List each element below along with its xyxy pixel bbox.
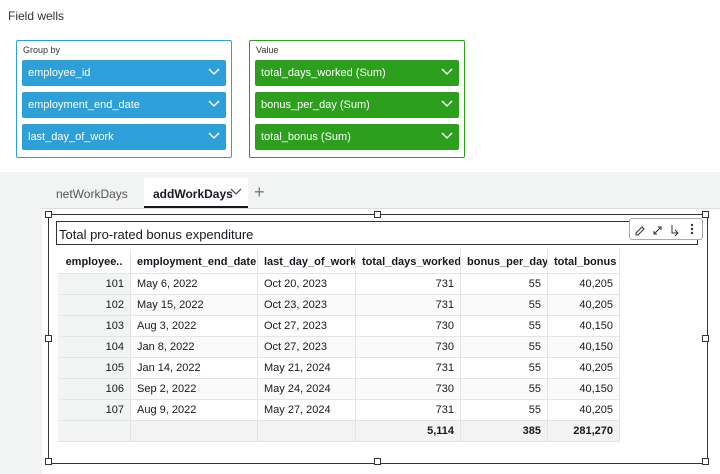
column-header: employment_end_date [131,250,258,274]
chevron [441,132,453,140]
table-cell: 102 [58,295,131,316]
column-header: total_days_worked [356,250,461,274]
visual-title: Total pro-rated bonus expenditure [59,227,254,242]
table-cell: 55 [461,400,548,421]
tab-label: addWorkDays [153,187,233,201]
field-name: total_bonus (Sum) [261,131,351,143]
table-cell: 55 [461,358,548,379]
table-cell: 730 [356,379,461,400]
column-header: employee.. [58,250,131,274]
field-pill[interactable]: employment_end_date [22,92,226,118]
resize-handle[interactable] [702,335,709,342]
table-cell: 40,150 [548,337,620,358]
table-cell: 101 [58,274,131,295]
table-cell: Aug 3, 2022 [131,316,258,337]
table-cell: Sep 2, 2022 [131,379,258,400]
field-name: bonus_per_day (Sum) [261,99,370,111]
chevron [230,188,242,195]
field-name: total_days_worked (Sum) [261,67,386,79]
table-cell: 730 [356,316,461,337]
table-cell: 105 [58,358,131,379]
table-cell: 40,205 [548,358,620,379]
menu-icons [635,223,694,237]
resize-handle[interactable] [45,211,52,218]
table-cell: Oct 27, 2023 [258,316,356,337]
table-cell: 103 [58,316,131,337]
resize-handle[interactable] [45,335,52,342]
table-cell: Aug 9, 2022 [131,400,258,421]
table-cell: 731 [356,295,461,316]
table-cell: 55 [461,316,548,337]
chevron [208,132,220,140]
table-cell: 730 [356,337,461,358]
field-pill[interactable]: bonus_per_day (Sum) [255,92,459,118]
chevron [208,68,220,76]
resize-handle[interactable] [702,458,709,465]
table-cell: 104 [58,337,131,358]
table-cell: 55 [461,337,548,358]
chevron [441,100,453,108]
tab[interactable]: netWorkDays [56,187,128,201]
table-cell: Jan 14, 2022 [131,358,258,379]
field-pill[interactable]: total_bonus (Sum) [255,124,459,150]
total-cell: 281,270 [548,421,620,442]
total-cell-empty [131,421,258,442]
table-cell: 731 [356,400,461,421]
table-cell: May 6, 2022 [131,274,258,295]
table-cell: 106 [58,379,131,400]
total-cell-empty [58,421,131,442]
table-cell: May 21, 2024 [258,358,356,379]
table-cell: 40,150 [548,316,620,337]
resize-handle[interactable] [374,458,381,465]
chevron [208,100,220,108]
table-cell: Oct 27, 2023 [258,337,356,358]
table-cell: May 15, 2022 [131,295,258,316]
table-cell: 731 [356,358,461,379]
resize-handle[interactable] [374,211,381,218]
field-pill[interactable]: last_day_of_work [22,124,226,150]
table-cell: Jan 8, 2022 [131,337,258,358]
table-cell: Oct 23, 2023 [258,295,356,316]
table-cell: 107 [58,400,131,421]
table-cell: 40,205 [548,274,620,295]
visual-menu[interactable] [629,218,703,240]
table-cell: Oct 20, 2023 [258,274,356,295]
table-cell: 40,150 [548,379,620,400]
field-name: employment_end_date [28,99,140,111]
table-cell: May 24, 2024 [258,379,356,400]
table-cell: May 27, 2024 [258,400,356,421]
resize-handle[interactable] [45,458,52,465]
table-cell: 40,205 [548,400,620,421]
well-label: Group by [23,45,61,55]
resize-handle[interactable] [702,211,709,218]
table-cell: 55 [461,295,548,316]
column-header: total_bonus [548,250,620,274]
table-cell: 40,205 [548,295,620,316]
field-pill[interactable]: employee_id [22,60,226,86]
total-cell-empty [258,421,356,442]
table-cell: 731 [356,274,461,295]
table-cell: 55 [461,274,548,295]
field-name: last_day_of_work [28,131,114,143]
section-title: Field wells [8,9,65,23]
tab-active[interactable]: addWorkDays [144,178,248,208]
total-cell: 5,114 [356,421,461,442]
well-label: Value [256,45,279,55]
visual-title-box: Total pro-rated bonus expenditure [56,221,698,245]
column-header: last_day_of_work [258,250,356,274]
field-name: employee_id [28,67,91,79]
field-pill[interactable]: total_days_worked (Sum) [255,60,459,86]
chevron [441,68,453,76]
add-tab[interactable]: + [254,182,265,202]
column-header: bonus_per_day [461,250,548,274]
table-cell: 55 [461,379,548,400]
tab-bar: netWorkDays addWorkDays + [42,178,720,209]
total-cell: 385 [461,421,548,442]
value-well: Value total_days_worked (Sum) bonus_per_d… [249,40,465,158]
